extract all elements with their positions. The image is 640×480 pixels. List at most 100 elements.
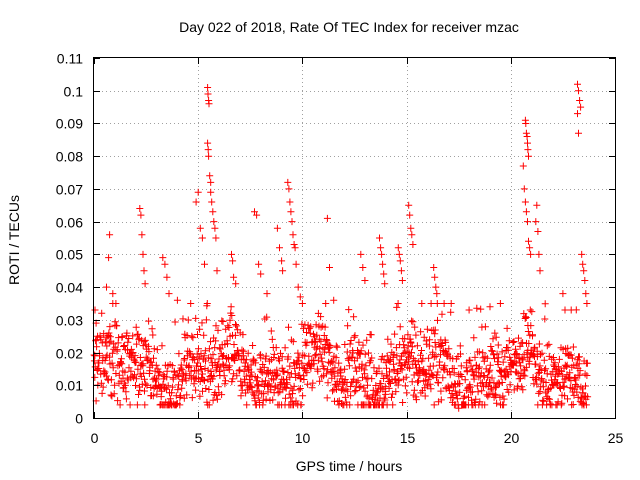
data-point	[189, 334, 197, 342]
data-point	[451, 387, 459, 395]
data-point	[329, 357, 337, 365]
data-point	[557, 385, 564, 392]
data-point	[116, 401, 124, 409]
data-point	[267, 383, 275, 391]
data-point	[437, 396, 445, 404]
data-point	[103, 283, 110, 291]
data-point	[96, 332, 104, 340]
data-point	[353, 367, 361, 375]
data-point	[384, 373, 392, 381]
data-point	[137, 211, 145, 219]
data-point	[495, 354, 503, 362]
data-point	[298, 359, 306, 367]
data-point	[122, 395, 130, 403]
data-point	[385, 384, 393, 392]
data-point	[224, 322, 232, 330]
data-point	[148, 325, 156, 333]
data-point	[183, 391, 191, 399]
data-point	[268, 335, 276, 343]
data-point	[535, 250, 543, 258]
data-point	[326, 264, 333, 271]
data-point	[306, 329, 314, 337]
data-point	[582, 290, 590, 298]
data-point	[287, 208, 295, 216]
data-point	[261, 315, 269, 323]
x-tick-label: 15	[400, 430, 416, 446]
data-point	[311, 352, 319, 360]
data-point	[131, 371, 138, 379]
data-point	[544, 395, 552, 402]
data-point	[145, 348, 153, 356]
data-point	[353, 354, 361, 362]
data-point	[501, 353, 509, 361]
data-point	[108, 359, 116, 367]
data-point	[231, 331, 239, 339]
data-point	[486, 303, 494, 311]
data-point	[379, 260, 387, 268]
data-point	[527, 322, 535, 330]
data-point	[536, 267, 544, 275]
data-point	[216, 345, 224, 353]
data-point	[197, 365, 205, 373]
data-point	[409, 318, 417, 326]
data-point	[359, 373, 366, 381]
data-point	[306, 324, 314, 332]
data-point	[194, 359, 202, 367]
data-point	[257, 367, 265, 375]
data-point	[300, 376, 308, 383]
data-point	[477, 305, 485, 313]
data-point	[131, 352, 139, 360]
data-point	[213, 267, 221, 275]
data-point	[204, 84, 212, 91]
data-point	[253, 211, 261, 219]
data-point	[535, 389, 543, 397]
data-point	[107, 391, 115, 399]
data-point	[301, 338, 309, 346]
data-point	[533, 201, 541, 209]
data-point	[202, 357, 209, 365]
data-point	[518, 383, 526, 391]
data-point	[582, 401, 590, 409]
data-point	[105, 254, 113, 262]
data-point	[147, 384, 155, 391]
data-point	[473, 361, 480, 369]
data-point	[292, 397, 300, 405]
data-point	[205, 152, 213, 160]
data-point	[574, 80, 581, 88]
data-point	[519, 386, 527, 394]
data-point	[400, 341, 408, 349]
data-point	[334, 382, 342, 390]
data-point	[178, 384, 186, 392]
data-point	[182, 377, 190, 385]
data-point	[152, 361, 160, 369]
data-point	[449, 394, 457, 401]
data-point	[196, 224, 204, 232]
data-point	[269, 396, 277, 404]
data-point	[125, 335, 133, 342]
data-point	[483, 354, 491, 362]
data-point	[105, 339, 113, 347]
data-point	[390, 360, 397, 368]
data-point	[100, 330, 108, 338]
data-point	[391, 375, 399, 383]
data-point	[142, 380, 150, 388]
data-point	[288, 218, 296, 226]
data-point	[505, 337, 513, 345]
data-point	[317, 337, 325, 345]
data-point	[106, 323, 114, 331]
data-point	[520, 310, 528, 318]
data-point	[486, 366, 494, 374]
data-point	[205, 345, 213, 353]
data-point	[481, 401, 489, 409]
data-point	[471, 353, 479, 361]
data-point	[138, 231, 146, 239]
data-point	[287, 394, 295, 402]
data-point	[538, 375, 546, 383]
data-point	[305, 352, 313, 360]
data-point	[257, 270, 265, 278]
data-point	[390, 351, 398, 359]
data-point	[378, 370, 386, 378]
data-point	[278, 257, 286, 265]
data-point	[579, 260, 587, 268]
data-point	[98, 339, 106, 347]
